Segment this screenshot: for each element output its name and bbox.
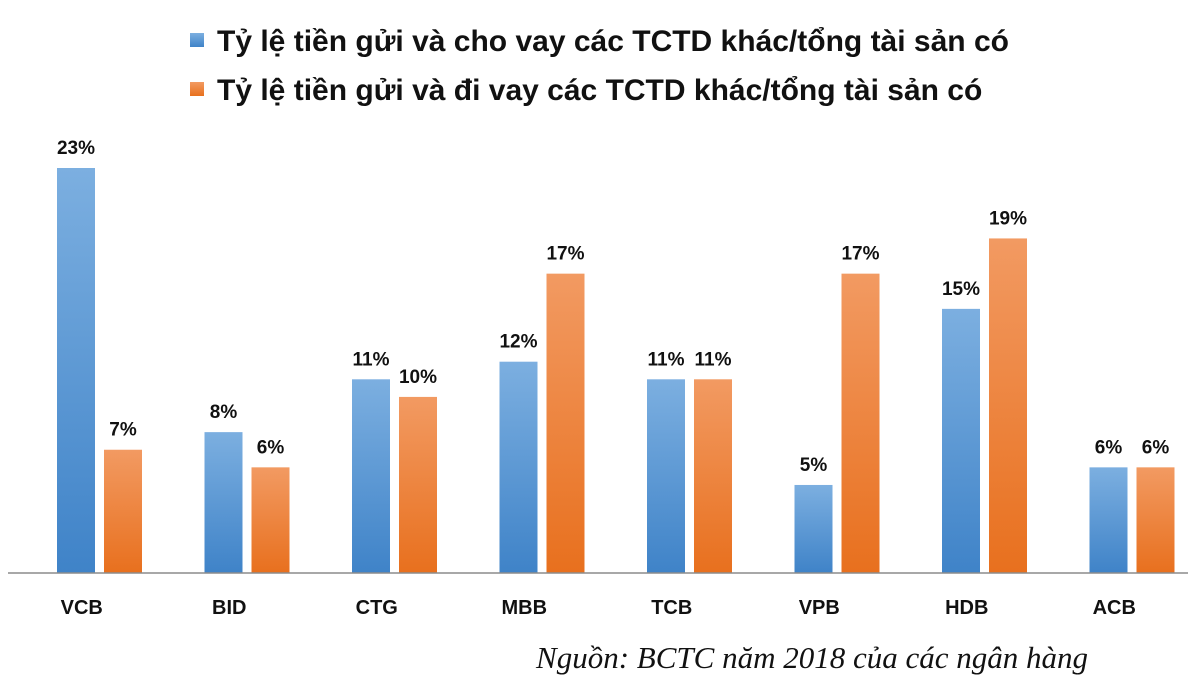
bar-hdb-series-1 [942, 308, 980, 573]
data-label-vcb-series-1: 23% [57, 138, 95, 159]
bar-ctg-series-2 [399, 396, 437, 573]
source-note: Nguồn: BCTC năm 2018 của các ngân hàng [535, 640, 1088, 675]
data-label-mbb-series-2: 17% [546, 244, 584, 265]
data-label-vpb-series-1: 5% [800, 455, 828, 476]
data-label-bid-series-2: 6% [257, 437, 285, 458]
bar-vpb-series-1 [794, 484, 833, 573]
category-label-hdb: HDB [945, 597, 988, 619]
data-label-tcb-series-1: 11% [648, 349, 685, 370]
category-label-ctg: CTG [356, 597, 398, 619]
bar-mbb-series-1 [499, 361, 538, 573]
data-label-acb-series-1: 6% [1095, 437, 1123, 458]
data-label-mbb-series-1: 12% [499, 332, 537, 353]
legend-swatch-series-2 [190, 82, 204, 96]
category-label-acb: ACB [1093, 597, 1136, 619]
category-label-vcb: VCB [61, 597, 103, 619]
bar-vcb-series-2 [104, 449, 142, 573]
legend-item-series-1: Tỷ lệ tiền gửi và cho vay các TCTD khác/… [190, 25, 1009, 58]
category-label-tcb: TCB [651, 597, 692, 619]
category-label-bid: BID [212, 597, 246, 619]
data-label-acb-series-2: 6% [1142, 437, 1170, 458]
legend-item-series-2: Tỷ lệ tiền gửi và đi vay các TCTD khác/t… [190, 74, 982, 107]
legend: Tỷ lệ tiền gửi và cho vay các TCTD khác/… [190, 25, 1009, 107]
data-label-bid-series-1: 8% [210, 402, 238, 423]
bar-bid-series-2 [251, 467, 290, 573]
bar-acb-series-1 [1089, 467, 1128, 573]
bar-ctg-series-1 [352, 379, 390, 573]
legend-swatch-series-1 [190, 33, 204, 47]
category-label-vpb: VPB [799, 597, 840, 619]
data-label-ctg-series-1: 11% [353, 349, 390, 370]
data-label-vcb-series-2: 7% [109, 420, 137, 441]
bar-vpb-series-2 [841, 273, 880, 573]
data-label-tcb-series-2: 11% [695, 349, 732, 370]
bar-tcb-series-1 [647, 379, 685, 573]
bar-tcb-series-2 [694, 379, 732, 573]
legend-label-series-2: Tỷ lệ tiền gửi và đi vay các TCTD khác/t… [217, 74, 982, 107]
data-label-vpb-series-2: 17% [841, 244, 879, 265]
bar-hdb-series-2 [989, 238, 1027, 573]
data-label-ctg-series-2: 10% [399, 367, 437, 388]
bar-acb-series-2 [1136, 467, 1175, 573]
bar-mbb-series-2 [546, 273, 585, 573]
data-label-hdb-series-1: 15% [942, 279, 980, 300]
bar-vcb-series-1 [57, 168, 95, 573]
plot-area: 23% 7% 8% 6% 11% 10% 12% 17% 11% 11% 5% 17% 15% 19% 6%… [57, 138, 1175, 573]
category-axis-labels: VCB BID CTG MBB TCB VPB HDB ACB [61, 597, 1136, 619]
data-label-hdb-series-2: 19% [989, 208, 1027, 229]
category-label-mbb: MBB [501, 597, 547, 619]
bar-bid-series-1 [204, 432, 243, 573]
legend-label-series-1: Tỷ lệ tiền gửi và cho vay các TCTD khác/… [217, 25, 1009, 58]
